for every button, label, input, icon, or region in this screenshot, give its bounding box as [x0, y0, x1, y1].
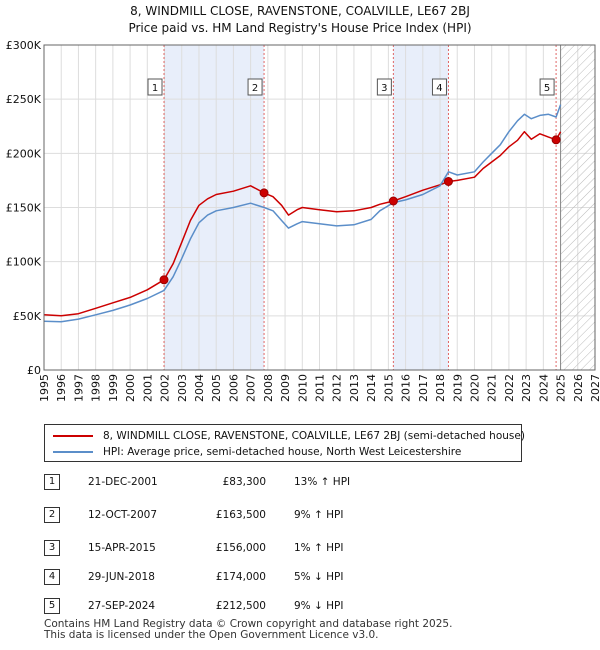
- sale-point: [388, 196, 398, 206]
- sale-price: £174,000: [215, 571, 266, 583]
- sale-point: [259, 188, 269, 198]
- y-tick-label: £300K: [6, 39, 42, 52]
- sale-marker-box: [147, 78, 163, 96]
- sale-date: 29-JUN-2018: [88, 571, 155, 583]
- sale-row: 2 12-OCT-2007 £163,500 9% ↑ HPI: [44, 507, 464, 523]
- y-tick-label: £150K: [6, 202, 42, 215]
- sale-marker-label: 3: [381, 83, 387, 94]
- sale-point: [159, 275, 169, 285]
- x-tick-label: 2022: [503, 374, 516, 402]
- x-tick-label: 2015: [382, 374, 395, 402]
- sale-marker-label: 4: [436, 83, 442, 94]
- x-tick-label: 2020: [468, 374, 481, 402]
- x-tick-label: 2008: [262, 374, 275, 402]
- plot-frame: [43, 44, 596, 371]
- y-tick-label: £0: [27, 364, 41, 377]
- sale-date: 12-OCT-2007: [88, 509, 157, 521]
- x-tick-label: 1998: [90, 374, 103, 402]
- sale-marker-box: [539, 78, 555, 96]
- x-tick-label: 2003: [176, 374, 189, 402]
- x-tick-label: 2014: [365, 374, 378, 402]
- x-tick-label: 2018: [434, 374, 447, 402]
- x-tick-label: 2007: [245, 374, 258, 402]
- x-tick-label: 1996: [55, 374, 68, 402]
- legend-swatch-property: [53, 435, 93, 437]
- sale-price: £212,500: [215, 600, 266, 612]
- sale-number-badge: 2: [44, 507, 60, 523]
- y-tick-label: £50K: [13, 310, 42, 323]
- y-tick-label: £250K: [6, 93, 42, 106]
- sale-number-badge: 4: [44, 569, 60, 585]
- x-tick-label: 2012: [331, 374, 344, 402]
- x-tick-label: 2010: [296, 374, 309, 402]
- property-price-line: [43, 130, 562, 317]
- legend-label-property: 8, WINDMILL CLOSE, RAVENSTONE, COALVILLE…: [103, 430, 525, 442]
- sale-row: 3 15-APR-2015 £156,000 1% ↑ HPI: [44, 540, 464, 556]
- legend: 8, WINDMILL CLOSE, RAVENSTONE, COALVILLE…: [44, 424, 525, 462]
- x-tick-label: 2001: [141, 374, 154, 402]
- x-tick-label: 2013: [348, 374, 361, 402]
- legend-item-hpi: HPI: Average price, semi-detached house,…: [53, 444, 461, 460]
- x-tick-label: 2017: [417, 374, 430, 402]
- chart-subtitle: Price paid vs. HM Land Registry's House …: [128, 21, 471, 35]
- y-tick-label: £100K: [6, 256, 42, 269]
- x-tick-label: 2025: [555, 374, 568, 402]
- future-hatch: [560, 45, 595, 370]
- sale-date: 27-SEP-2024: [88, 600, 156, 612]
- sale-number-badge: 1: [44, 474, 60, 490]
- x-tick-label: 2026: [572, 374, 585, 402]
- sale-hpi-diff: 13% ↑ HPI: [294, 476, 351, 488]
- footer-licence: This data is licensed under the Open Gov…: [44, 629, 379, 641]
- sale-marker-box: [431, 78, 447, 96]
- x-tick-label: 2000: [124, 374, 137, 402]
- sale-point: [551, 135, 561, 145]
- x-tick-label: 2006: [227, 374, 240, 402]
- sale-point: [443, 177, 453, 186]
- footer-copyright: Contains HM Land Registry data © Crown c…: [44, 618, 453, 630]
- sale-marker-label: 2: [252, 83, 258, 94]
- sale-hpi-diff: 9% ↓ HPI: [294, 600, 344, 612]
- sale-hpi-diff: 5% ↓ HPI: [294, 571, 344, 583]
- price-chart: 8, WINDMILL CLOSE, RAVENSTONE, COALVILLE…: [6, 4, 600, 402]
- sale-hpi-diff: 1% ↑ HPI: [294, 542, 344, 554]
- legend-swatch-hpi: [53, 451, 93, 453]
- legend-label-hpi: HPI: Average price, semi-detached house,…: [103, 446, 462, 458]
- x-tick-label: 1997: [72, 374, 85, 402]
- sale-marker-box: [247, 78, 263, 96]
- legend-item-property: 8, WINDMILL CLOSE, RAVENSTONE, COALVILLE…: [53, 428, 525, 444]
- hpi-line: [43, 104, 562, 323]
- footer: Contains HM Land Registry data © Crown c…: [44, 619, 452, 641]
- x-tick-label: 2021: [486, 374, 499, 402]
- x-tick-label: 2011: [314, 374, 327, 402]
- sale-price: £83,300: [222, 476, 266, 488]
- chart-title: 8, WINDMILL CLOSE, RAVENSTONE, COALVILLE…: [130, 4, 470, 18]
- sale-marker-label: 5: [544, 83, 550, 94]
- x-tick-label: 2002: [159, 374, 172, 402]
- sale-number-badge: 3: [44, 540, 60, 556]
- x-tick-label: 2024: [537, 374, 550, 402]
- sale-row: 5 27-SEP-2024 £212,500 9% ↓ HPI: [44, 598, 464, 614]
- x-tick-label: 1999: [107, 374, 120, 402]
- x-tick-label: 2023: [520, 374, 533, 402]
- sale-date: 15-APR-2015: [88, 542, 156, 554]
- sale-number-badge: 5: [44, 598, 60, 614]
- x-tick-label: 2027: [589, 374, 600, 402]
- y-tick-label: £200K: [6, 147, 42, 160]
- sale-row: 1 21-DEC-2001 £83,300 13% ↑ HPI: [44, 474, 464, 490]
- sale-price: £163,500: [215, 509, 266, 521]
- sale-date: 21-DEC-2001: [88, 476, 158, 488]
- sale-price: £156,000: [215, 542, 266, 554]
- x-tick-label: 2009: [279, 374, 292, 402]
- x-tick-label: 2016: [400, 374, 413, 402]
- sale-marker-label: 1: [152, 83, 158, 94]
- x-tick-label: 1995: [38, 374, 51, 402]
- x-tick-label: 2019: [451, 374, 464, 402]
- sale-row: 4 29-JUN-2018 £174,000 5% ↓ HPI: [44, 569, 464, 585]
- sale-marker-box: [376, 78, 392, 96]
- x-tick-label: 2004: [193, 374, 206, 402]
- sale-hpi-diff: 9% ↑ HPI: [294, 509, 344, 521]
- x-tick-label: 2005: [210, 374, 223, 402]
